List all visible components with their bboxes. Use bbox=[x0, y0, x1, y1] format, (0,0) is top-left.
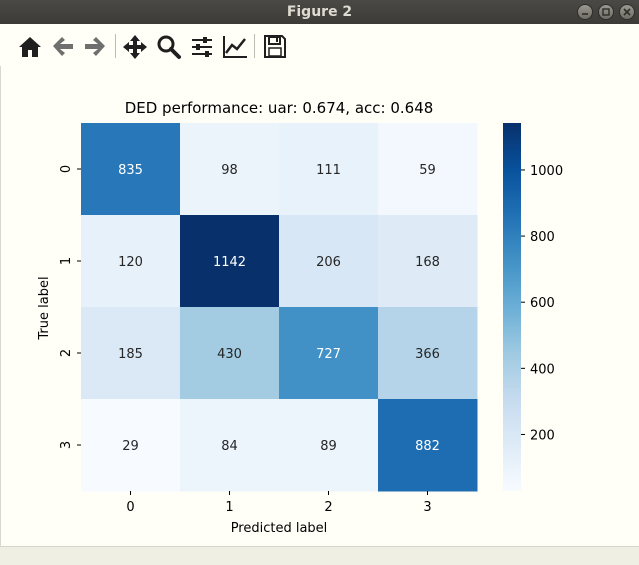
y-tick-label: 3 bbox=[59, 441, 74, 449]
heatmap-cell-value: 120 bbox=[118, 255, 143, 270]
x-tick-label: 1 bbox=[225, 500, 233, 515]
save-button[interactable] bbox=[262, 34, 288, 60]
minimize-icon bbox=[582, 13, 588, 15]
x-tick-label: 0 bbox=[126, 500, 134, 515]
x-axis-ticks: 0 1 2 3 bbox=[126, 491, 432, 515]
maximize-button[interactable] bbox=[598, 4, 614, 20]
maximize-icon bbox=[602, 8, 610, 16]
y-axis-ticks: 0 1 2 3 bbox=[59, 165, 81, 449]
heatmap-cell-value: 206 bbox=[316, 255, 341, 270]
heatmap-cell-value: 84 bbox=[221, 439, 238, 454]
heatmap-cell bbox=[378, 215, 478, 308]
heatmap-cell bbox=[180, 123, 280, 216]
heatmap-cell bbox=[279, 399, 379, 492]
heatmap-cell bbox=[81, 307, 181, 400]
heatmap-cell-value: 168 bbox=[415, 255, 440, 270]
toolbar-separator bbox=[115, 34, 116, 58]
colorbar-tick-label: 200 bbox=[530, 428, 555, 443]
x-tick-label: 2 bbox=[324, 500, 332, 515]
forward-button[interactable] bbox=[82, 34, 108, 60]
heatmap-cell-value: 1142 bbox=[213, 255, 246, 270]
heatmap-cell-value: 727 bbox=[316, 347, 341, 362]
heatmap-cell bbox=[180, 307, 280, 400]
heatmap-cell-value: 89 bbox=[320, 439, 337, 454]
heatmap-cell bbox=[279, 307, 379, 400]
heatmap-cell-value: 882 bbox=[415, 439, 440, 454]
heatmap-cell-value: 366 bbox=[415, 347, 440, 362]
x-axis-label: Predicted label bbox=[231, 521, 328, 536]
configure-subplots-icon bbox=[192, 37, 212, 57]
heatmap-cell-labels: 835 98 111 59 120 1142 206 168 185 430 727 366 29 84 8… bbox=[118, 163, 440, 454]
heatmap-cell bbox=[279, 123, 379, 216]
heatmap-cell-value: 835 bbox=[118, 163, 143, 178]
forward-arrow-icon bbox=[85, 37, 105, 56]
save-icon bbox=[264, 35, 286, 58]
heatmap-cell bbox=[81, 123, 181, 216]
window-title: Figure 2 bbox=[286, 4, 353, 20]
heatmap-cell bbox=[81, 215, 181, 308]
heatmap-cell bbox=[180, 215, 280, 308]
pan-icon bbox=[123, 35, 147, 59]
heatmap-cell bbox=[378, 307, 478, 400]
x-tick-label: 3 bbox=[423, 500, 431, 515]
heatmap-cell-value: 430 bbox=[217, 347, 242, 362]
home-button[interactable] bbox=[17, 34, 43, 60]
window-edge bbox=[0, 66, 1, 546]
colorbar bbox=[503, 123, 521, 491]
zoom-icon bbox=[157, 35, 181, 59]
home-icon bbox=[19, 37, 41, 57]
figure-canvas: DED performance: uar: 0.674, acc: 0.648 … bbox=[37, 99, 563, 536]
heatmap-cells bbox=[81, 123, 478, 492]
window-titlebar: Figure 2 bbox=[0, 0, 639, 24]
heatmap-cell-value: 29 bbox=[122, 439, 139, 454]
y-tick-label: 1 bbox=[59, 257, 74, 265]
chart-title: DED performance: uar: 0.674, acc: 0.648 bbox=[125, 99, 434, 117]
close-button[interactable] bbox=[619, 4, 635, 20]
y-axis-label: True label bbox=[37, 276, 52, 340]
colorbar-tick-label: 400 bbox=[530, 362, 555, 377]
colorbar-tick-label: 800 bbox=[530, 230, 555, 245]
heatmap-cell bbox=[378, 399, 478, 492]
edit-axis-button[interactable] bbox=[222, 34, 248, 60]
toolbar-separator bbox=[254, 34, 255, 58]
heatmap-cell bbox=[378, 123, 478, 216]
configure-subplots-button[interactable] bbox=[189, 34, 215, 60]
colorbar-ticks: 200 400 600 800 1000 bbox=[521, 164, 563, 443]
toolbar bbox=[0, 24, 639, 66]
heatmap-cell-value: 111 bbox=[316, 163, 341, 178]
colorbar-tick-label: 600 bbox=[530, 296, 555, 311]
heatmap-cell-value: 185 bbox=[118, 347, 143, 362]
minimize-button[interactable] bbox=[577, 4, 593, 20]
y-tick-label: 0 bbox=[59, 165, 74, 173]
heatmap-cell bbox=[81, 399, 181, 492]
close-icon bbox=[623, 8, 631, 16]
pan-button[interactable] bbox=[122, 34, 148, 60]
heatmap-cell bbox=[180, 399, 280, 492]
heatmap-cell-value: 59 bbox=[419, 163, 436, 178]
zoom-button[interactable] bbox=[156, 34, 182, 60]
status-bar bbox=[0, 546, 639, 565]
back-button[interactable] bbox=[50, 34, 76, 60]
heatmap-cell bbox=[279, 215, 379, 308]
edit-axis-icon bbox=[223, 36, 247, 58]
colorbar-tick-label: 1000 bbox=[530, 164, 563, 179]
heatmap-cell-value: 98 bbox=[221, 163, 238, 178]
y-tick-label: 2 bbox=[59, 349, 74, 357]
back-arrow-icon bbox=[53, 37, 73, 56]
